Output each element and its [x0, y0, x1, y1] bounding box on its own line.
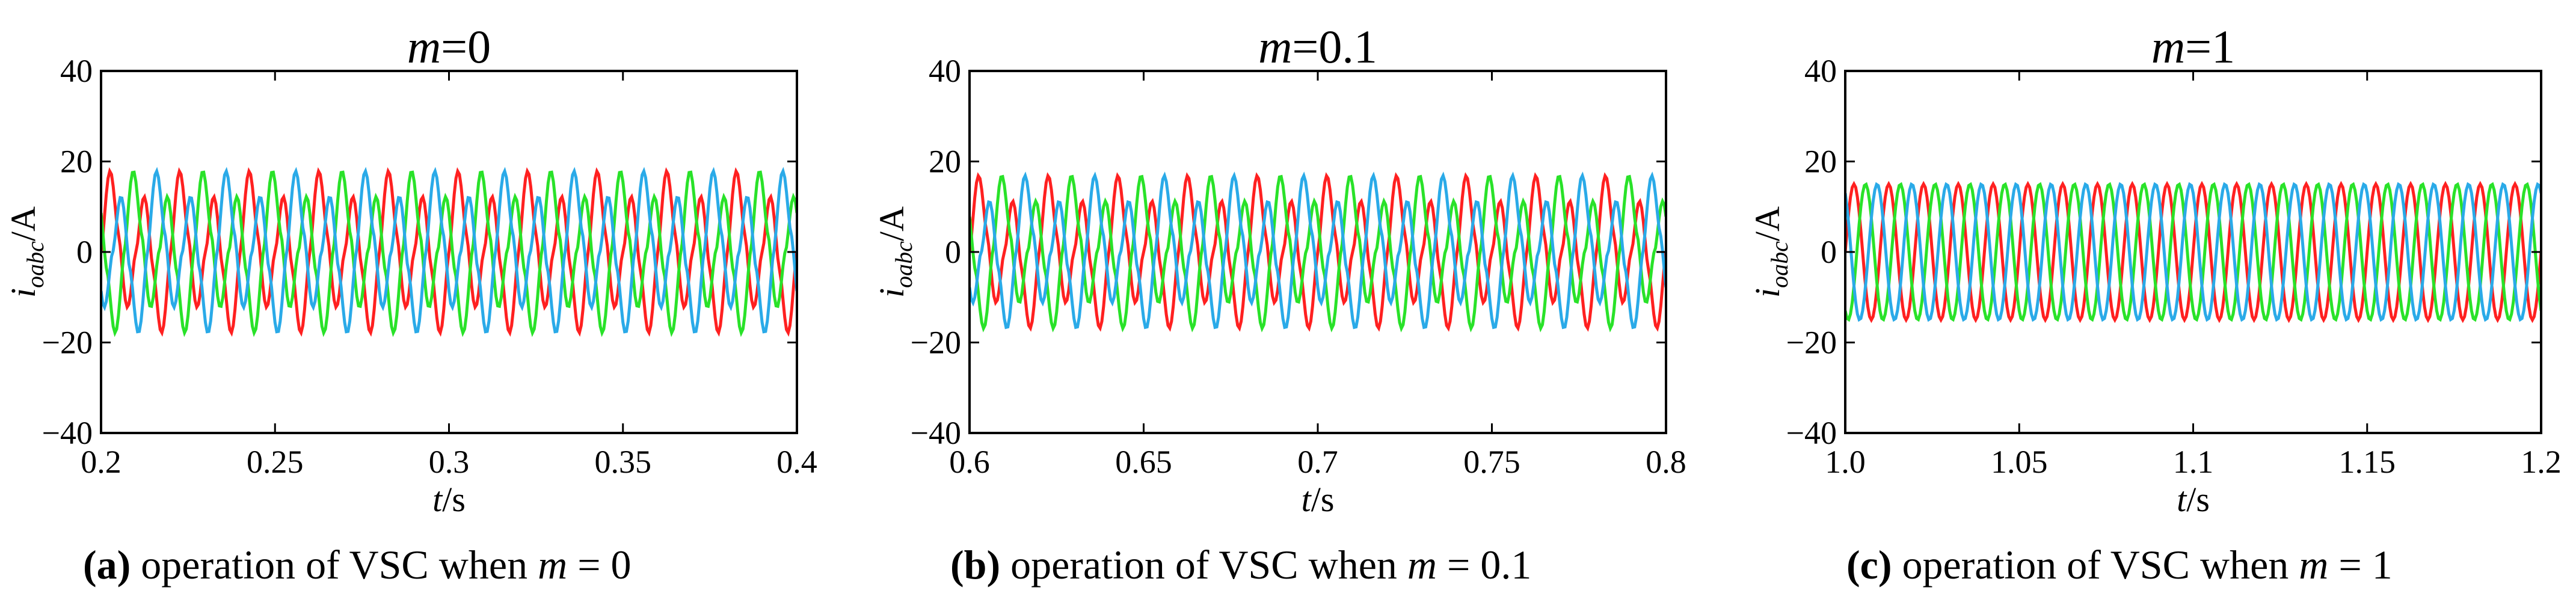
y-tick-label-a-3: 20	[60, 144, 93, 180]
chart-panel-b: 0.6 0.65 0.7 0.75 0.8 −40 −20 0 20 40 m=0.1 t/s ioab…	[872, 20, 1686, 519]
plot-area-a	[101, 167, 797, 337]
y-tick-label-b-0: −40	[911, 415, 961, 451]
x-tick-label-b-0: 0.6	[949, 444, 990, 480]
series-line-a-2	[101, 167, 797, 334]
plot-area-c	[1845, 180, 2541, 324]
caption-b: (b) operation of VSC when m = 0.1	[950, 541, 1531, 589]
x-axis-label-var-a: t	[432, 480, 443, 519]
y-axis-label-unit-a: /A	[4, 206, 43, 241]
x-axis-label-b: t/s	[1302, 480, 1335, 519]
caption-a-label: (a)	[83, 542, 131, 588]
caption-a-text: operation of VSC when	[131, 542, 538, 588]
x-tick-label-c-2: 1.1	[2173, 444, 2214, 480]
x-tick-label-c-4: 1.2	[2521, 444, 2562, 480]
chart-title-var-c: m	[2151, 20, 2185, 73]
x-tick-label-a-4: 0.4	[776, 444, 817, 480]
x-tick-label-a-3: 0.35	[595, 444, 652, 480]
series-line-a-0	[101, 167, 797, 337]
x-tick-label-b-4: 0.8	[1646, 444, 1686, 480]
x-axis-label-var-b: t	[1302, 480, 1312, 519]
y-tick-label-b-4: 40	[929, 53, 961, 89]
series-line-b-2	[970, 171, 1666, 330]
y-tick-label-a-1: −20	[42, 325, 93, 361]
x-axis-label-a: t/s	[432, 480, 466, 519]
series-line-c-0	[1845, 180, 2541, 324]
caption-b-label: (b)	[950, 542, 1001, 588]
x-tick-label-a-2: 0.3	[429, 444, 470, 480]
series-line-a-1	[101, 170, 797, 337]
x-axis-label-unit-b: /s	[1311, 480, 1335, 519]
chart-title-a: m=0	[407, 20, 491, 73]
y-tick-label-c-0: −40	[1786, 415, 1837, 451]
y-tick-label-c-4: 40	[1804, 53, 1837, 89]
y-tick-label-c-2: 0	[1821, 234, 1837, 270]
y-tick-label-c-3: 20	[1804, 144, 1837, 180]
y-tick-label-a-2: 0	[76, 234, 93, 270]
series-line-b-0	[970, 172, 1666, 332]
x-tick-label-b-3: 0.75	[1463, 444, 1520, 480]
chart-title-value-b: =0.1	[1292, 20, 1377, 73]
y-tick-label-b-2: 0	[945, 234, 961, 270]
y-axis-label-unit-b: /A	[872, 206, 911, 241]
x-tick-label-b-1: 0.65	[1115, 444, 1172, 480]
caption-b-text: operation of VSC when	[1000, 542, 1407, 588]
y-axis-label-sub-b: oabc	[890, 241, 917, 288]
y-tick-label-a-4: 40	[60, 53, 93, 89]
x-tick-label-c-3: 1.15	[2339, 444, 2396, 480]
x-axis-label-unit-c: /s	[2186, 480, 2210, 519]
y-axis-label-var-c: i	[1748, 288, 1787, 298]
y-tick-label-b-1: −20	[911, 325, 961, 361]
y-axis-label-sub-a: oabc	[22, 241, 49, 288]
caption-c-var: m	[2299, 542, 2329, 588]
caption-a-var: m	[538, 542, 568, 588]
y-axis-label-var-a: i	[4, 288, 43, 298]
caption-a-value: = 0	[567, 542, 632, 588]
caption-c: (c) operation of VSC when m = 1	[1846, 541, 2393, 589]
plot-area-b	[970, 171, 1666, 333]
chart-title-var-a: m	[407, 20, 441, 73]
chart-title-value-a: =0	[441, 20, 491, 73]
series-line-b-1	[970, 174, 1666, 333]
y-axis-label-a: ioabc/A	[4, 206, 49, 298]
y-axis-label-sub-c: oabc	[1766, 241, 1793, 288]
y-tick-label-c-1: −20	[1786, 325, 1837, 361]
series-line-c-1	[1845, 182, 2541, 322]
chart-title-c: m=1	[2151, 20, 2235, 73]
caption-c-value: = 1	[2328, 542, 2393, 588]
y-axis-label-var-b: i	[872, 288, 911, 298]
chart-title-b: m=0.1	[1258, 20, 1377, 73]
y-tick-label-a-0: −40	[42, 415, 93, 451]
x-tick-label-c-1: 1.05	[1991, 444, 2048, 480]
x-tick-label-a-0: 0.2	[81, 444, 121, 480]
x-tick-label-b-2: 0.7	[1297, 444, 1338, 480]
caption-c-label: (c)	[1846, 542, 1892, 588]
y-axis-label-b: ioabc/A	[872, 206, 917, 298]
chart-title-value-c: =1	[2185, 20, 2235, 73]
chart-title-var-b: m	[1258, 20, 1292, 73]
caption-a: (a) operation of VSC when m = 0	[83, 541, 632, 589]
x-tick-label-c-0: 1.0	[1825, 444, 1866, 480]
x-axis-label-c: t/s	[2177, 480, 2210, 519]
caption-b-value: = 0.1	[1437, 542, 1532, 588]
y-tick-label-b-3: 20	[929, 144, 961, 180]
y-axis-label-c: ioabc/A	[1748, 206, 1793, 298]
caption-b-var: m	[1407, 542, 1437, 588]
series-line-c-2	[1845, 182, 2541, 322]
x-tick-label-a-1: 0.25	[247, 444, 304, 480]
caption-c-text: operation of VSC when	[1892, 542, 2299, 588]
x-axis-label-var-c: t	[2177, 480, 2187, 519]
y-axis-label-unit-c: /A	[1748, 206, 1787, 241]
x-axis-label-unit-a: /s	[442, 480, 466, 519]
